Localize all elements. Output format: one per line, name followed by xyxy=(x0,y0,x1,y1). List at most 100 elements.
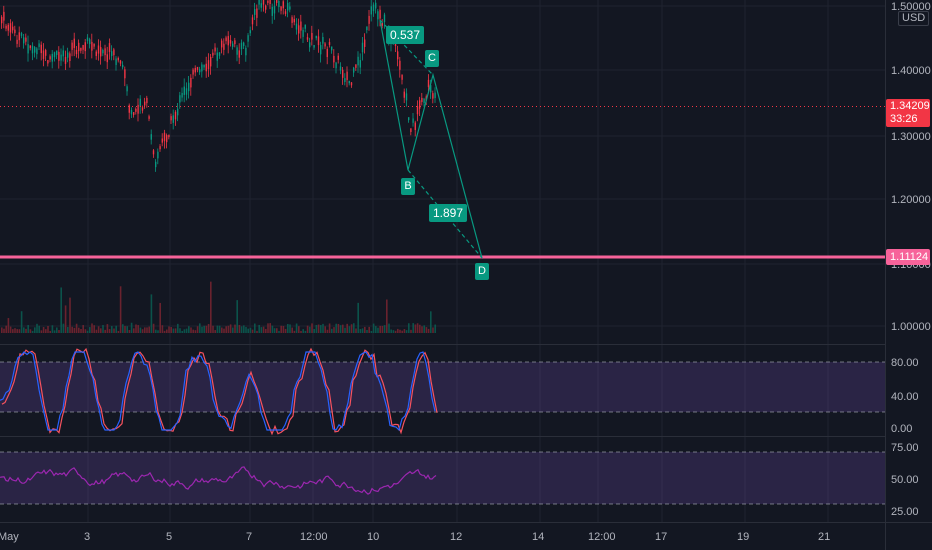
candle-body xyxy=(157,151,159,159)
candle-body xyxy=(397,51,399,60)
candle-body xyxy=(344,78,346,82)
candle-body xyxy=(42,50,45,59)
candle-body xyxy=(313,44,315,48)
candle-body xyxy=(141,107,144,111)
volume-bar xyxy=(60,287,62,333)
volume-bar xyxy=(223,328,225,333)
volume-bar xyxy=(311,323,313,333)
harmonic-ratio-cd[interactable]: 1.897 xyxy=(429,204,468,222)
volume-bar xyxy=(73,327,76,333)
candle-body xyxy=(284,11,287,14)
candle-body xyxy=(414,122,416,130)
candle-body xyxy=(214,47,216,52)
harmonic-bc-ratio-line xyxy=(379,19,434,76)
volume-bar xyxy=(161,325,164,333)
candle-body xyxy=(190,77,192,88)
volume-bar xyxy=(144,327,146,333)
volume-bar xyxy=(67,326,69,333)
date-axis-label: 17 xyxy=(655,531,667,543)
candle-body xyxy=(210,56,212,67)
candle-body xyxy=(152,150,155,155)
volume-bar xyxy=(390,329,392,333)
candle-body xyxy=(172,115,174,123)
candle-body xyxy=(223,43,225,50)
candle-body xyxy=(427,79,430,88)
candle-body xyxy=(49,56,51,60)
volume-bar xyxy=(216,325,219,333)
candle-body xyxy=(412,118,414,123)
candle-body xyxy=(375,2,377,9)
candle-body xyxy=(80,47,82,51)
price-axis[interactable]: 1.50000 1.40000 1.30000 1.20000 1.10000 … xyxy=(891,1,931,333)
candle-body xyxy=(117,57,119,61)
candle-body xyxy=(229,40,232,44)
candle-body xyxy=(320,45,322,55)
harmonic-point-b[interactable]: B xyxy=(401,178,415,195)
volume-bar xyxy=(148,326,150,333)
volume-bar xyxy=(260,327,263,333)
volume-bar xyxy=(203,325,205,333)
volume-bar xyxy=(434,324,436,333)
volume-bar xyxy=(342,324,344,333)
volume-bar xyxy=(262,326,265,333)
candle-body xyxy=(333,55,335,63)
candle-body xyxy=(348,80,350,84)
candle-body xyxy=(262,0,265,5)
candle-body xyxy=(111,51,113,57)
current-price-tag[interactable]: 1.34209 33:26 xyxy=(886,99,930,127)
harmonic-ratio-bc[interactable]: 0.537 xyxy=(386,26,425,44)
volume-bar xyxy=(108,329,111,333)
candle-body xyxy=(100,47,102,57)
volume-bar xyxy=(238,324,241,333)
candle-body xyxy=(56,50,58,56)
candle-body xyxy=(212,52,214,56)
candle-body xyxy=(78,42,80,52)
volume-bar xyxy=(300,330,302,333)
volume-bar xyxy=(201,326,203,333)
volume-bar xyxy=(377,327,379,333)
harmonic-point-d[interactable]: D xyxy=(475,263,489,280)
candle-body xyxy=(82,45,84,50)
volume-bar xyxy=(364,326,366,333)
volume-bar xyxy=(212,325,214,333)
volume-bar xyxy=(375,326,377,333)
level-price-tag[interactable]: 1.11124 xyxy=(886,249,930,265)
volume-bar xyxy=(119,286,122,333)
volume-bar xyxy=(62,323,65,333)
candle-body xyxy=(291,17,293,23)
volume-bar xyxy=(280,325,282,333)
candle-body xyxy=(245,47,247,56)
volume-bar xyxy=(306,325,309,333)
volume-bar xyxy=(168,326,170,333)
harmonic-point-c[interactable]: C xyxy=(425,50,439,67)
volume-bar xyxy=(84,329,87,333)
volume-bar xyxy=(289,324,291,333)
volume-bar xyxy=(91,323,93,333)
volume-bar xyxy=(236,300,238,333)
volume-bar xyxy=(295,323,298,333)
candle-body xyxy=(304,24,306,29)
candlesticks[interactable] xyxy=(1,0,436,172)
volume-bar xyxy=(157,330,159,333)
volume-bar xyxy=(124,326,126,333)
candle-body xyxy=(174,111,177,120)
volume-bar xyxy=(102,325,104,333)
volume-bar xyxy=(45,329,47,333)
volume-bar xyxy=(111,326,113,333)
candle-body xyxy=(317,36,320,46)
volume-bar xyxy=(221,327,223,333)
volume-bar xyxy=(322,323,324,333)
date-axis-label: 21 xyxy=(818,531,830,543)
stoch-axis-label: 40.00 xyxy=(891,391,919,403)
date-axis[interactable]: May 3 5 7 12:00 10 12 14 12:00 17 19 21 xyxy=(0,531,830,543)
candle-body xyxy=(315,35,317,39)
volume-bar xyxy=(1,327,3,333)
volume-bar xyxy=(192,329,194,333)
volume-bar xyxy=(179,328,181,333)
volume-bar xyxy=(75,323,78,333)
date-axis-label: 14 xyxy=(532,531,544,543)
candle-body xyxy=(302,29,304,37)
volume-bar xyxy=(38,325,40,333)
candle-body xyxy=(328,42,331,45)
